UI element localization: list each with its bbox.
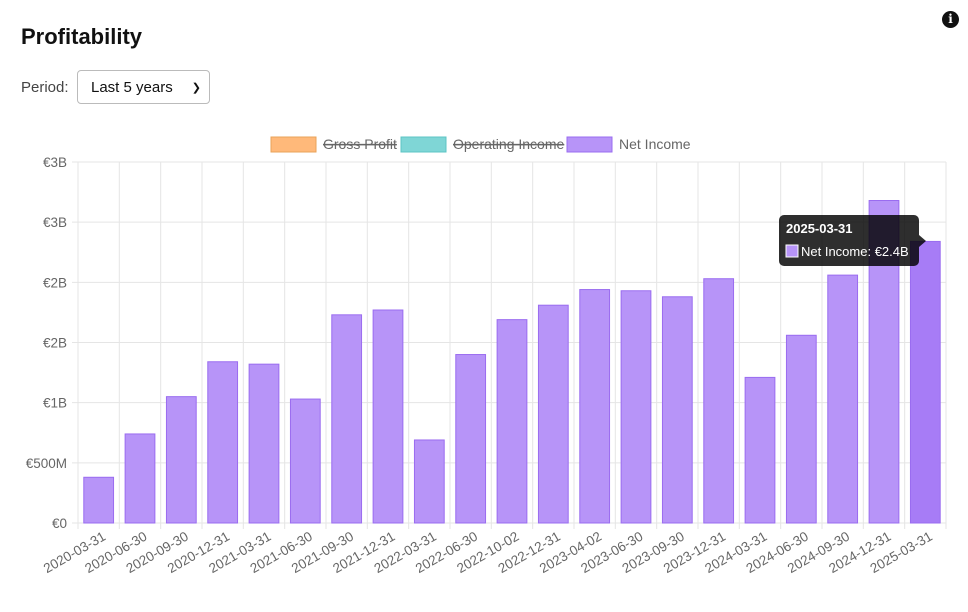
y-tick-label: €2B [43,336,67,351]
bar-net-income-2021-12-31[interactable] [372,309,404,524]
tooltip-label: Net Income: €2.4B [801,244,909,259]
info-icon[interactable]: i [942,11,959,28]
y-tick-label: €3B [43,215,67,230]
chevron-down-icon: ❯ [191,81,201,94]
bar-net-income-2020-09-30[interactable] [165,396,197,524]
bar-net-income-2020-03-31[interactable] [83,476,115,524]
bar-net-income-2024-06-30[interactable] [785,334,817,524]
period-select[interactable]: Last 5 years ❯ [77,70,210,104]
y-axis-ticks: €0 €500M €1B €2B €2B €3B €3B [26,155,67,531]
legend-label[interactable]: Net Income [619,136,691,152]
legend-swatch[interactable] [400,136,447,153]
bar-net-income-2023-06-30[interactable] [620,290,652,524]
x-axis-ticks: 2020-03-312020-06-302020-09-302020-12-31… [41,529,935,577]
bar-net-income-2021-09-30[interactable] [331,314,363,524]
period-select-value: Last 5 years [91,78,173,96]
bar-net-income-2023-09-30[interactable] [661,296,693,524]
bar-net-income-2025-03-31[interactable] [909,240,941,524]
chart-legend: Gross Profit Operating Income Net Income [270,136,691,153]
tooltip-box [779,215,919,266]
chart-tooltip: 2025-03-31 Net Income: €2.4B [779,215,926,266]
tooltip-title: 2025-03-31 [786,221,853,236]
bar-net-income-2022-03-31[interactable] [413,439,445,524]
bar-net-income-2022-06-30[interactable] [455,354,487,524]
bar-net-income-2020-12-31[interactable] [207,361,239,524]
y-tick-label: €1B [43,396,67,411]
bar-net-income-2023-04-02[interactable] [579,289,611,524]
y-tick-label: €500M [26,456,67,471]
bar-net-income-2021-06-30[interactable] [289,398,321,524]
bar-net-income-2023-12-31[interactable] [703,278,735,524]
tooltip-caret [919,235,926,247]
legend-swatch[interactable] [270,136,317,153]
y-tick-label: €2B [43,275,67,290]
period-label: Period: [21,79,69,96]
legend-swatch[interactable] [566,136,613,153]
bar-net-income-2022-10-02[interactable] [496,319,528,524]
bar-net-income-2021-03-31[interactable] [248,363,280,524]
page-title: Profitability [21,24,143,49]
y-tick-label: €3B [43,155,67,170]
bar-net-income-2022-12-31[interactable] [537,304,569,524]
y-tick-label: €0 [52,516,67,531]
bar-net-income-2024-09-30[interactable] [827,274,859,524]
tooltip-swatch [785,244,799,258]
bar-net-income-2020-06-30[interactable] [124,433,156,524]
bar-net-income-2024-03-31[interactable] [744,376,776,524]
